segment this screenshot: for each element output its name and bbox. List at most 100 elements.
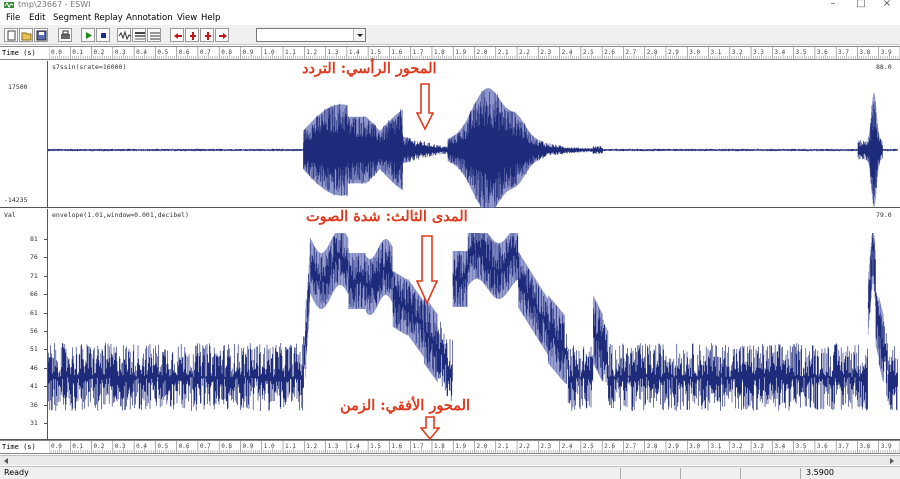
ruler-tick-label: 0.2 — [94, 443, 105, 450]
spectrogram-view-button[interactable] — [132, 28, 146, 42]
ruler-tick-label: 1.0 — [264, 49, 275, 56]
stop-icon — [101, 33, 106, 38]
horizontal-scrollbar[interactable] — [0, 455, 900, 465]
ruler-tick-label: 0.2 — [94, 49, 105, 56]
ruler-tick-label: 3.0 — [689, 49, 700, 56]
ruler-tick-label: 3.3 — [753, 443, 764, 450]
envelope-y-tick-mark — [44, 275, 48, 277]
window-title: tmp\23667 - ESWI — [18, 0, 91, 9]
horizontal-axis-annotation: المحور الأفقي: الزمن — [340, 397, 471, 414]
seek-right-button[interactable] — [215, 28, 229, 42]
ruler-tick-label: 1.6 — [391, 49, 402, 56]
envelope-y-tick: 46 — [30, 363, 38, 372]
time-ruler-top[interactable]: Time (s) 0.0 0.1 0.2 0.3 0.4 0.5 0.6 0.7 0.8 0.9 1… — [0, 46, 900, 60]
mark-start-button[interactable] — [185, 28, 199, 42]
ruler-tick-label: 3.8 — [859, 49, 870, 56]
envelope-y-tick: 36 — [30, 400, 38, 409]
envelope-panel[interactable]: Val 81 76 71 66 61 56 51 46 41 36 31 envelope(1.01… — [0, 208, 900, 440]
ruler-tick-label: 0.1 — [72, 49, 83, 56]
ruler-tick-label: 2.9 — [668, 443, 679, 450]
ruler-tick-label: 1.5 — [370, 49, 381, 56]
open-button[interactable] — [19, 28, 33, 42]
ruler-tick-label: 0.7 — [200, 49, 211, 56]
waveform-header: s7ssin(srate=16000) — [52, 63, 127, 71]
play-button[interactable] — [81, 28, 95, 42]
ruler-tick-label: 1.2 — [306, 49, 317, 56]
app-icon — [4, 2, 14, 8]
envelope-y-tick: 56 — [30, 327, 38, 335]
envelope-y-tick: 31 — [30, 419, 38, 427]
status-time: 3.5900 — [806, 468, 834, 477]
title-bar: tmp\23667 - ESWI – □ × — [0, 0, 900, 11]
ruler-tick-label: 0.6 — [179, 443, 190, 450]
envelope-y-tick: 51 — [30, 345, 38, 354]
menu-replay[interactable]: Replay — [94, 13, 123, 23]
ruler-tick-label: 2.8 — [647, 443, 658, 450]
chevron-down-icon[interactable] — [353, 29, 365, 41]
ruler-tick-label: 1.4 — [349, 443, 360, 450]
ruler-tick-label: 0.0 — [51, 49, 62, 56]
ruler-tick-label: 3.1 — [711, 443, 722, 450]
ruler-tick-label: 1.9 — [455, 49, 466, 56]
ruler-tick-label: 1.5 — [370, 443, 381, 450]
waveform-panel[interactable]: 17500 -14235 s7ssin(srate=16000) 88.0 ال… — [0, 60, 900, 208]
ruler-tick-label: 1.7 — [413, 49, 424, 56]
print-button[interactable] — [58, 28, 72, 42]
print-icon — [61, 30, 70, 39]
ruler-tick-label: 2.4 — [562, 443, 573, 450]
ruler-tick-label: 3.8 — [859, 443, 870, 450]
menu-bar: File Edit Segment Replay Annotation View… — [0, 11, 900, 25]
status-divider — [800, 468, 801, 479]
stop-button[interactable] — [96, 28, 110, 42]
grid-view-button[interactable] — [147, 28, 161, 42]
ruler-tick-label: 2.0 — [477, 49, 488, 56]
scroll-right-icon[interactable] — [888, 457, 896, 465]
menu-edit[interactable]: Edit — [29, 13, 46, 23]
ruler-tick-label: 2.3 — [540, 49, 551, 56]
ruler-tick-label: 3.5 — [796, 49, 807, 56]
selection-combo[interactable] — [256, 28, 366, 42]
ruler-label: Time (s) — [2, 49, 36, 57]
save-icon — [36, 30, 47, 41]
waveform-y-max: 17500 — [8, 83, 28, 91]
ruler-label: Time (s) — [2, 443, 36, 451]
ruler-tick-label: 0.5 — [157, 49, 168, 56]
ruler-tick-label: 2.2 — [519, 443, 530, 450]
ruler-tick-label: 1.1 — [285, 443, 296, 450]
envelope-trace — [48, 233, 898, 411]
scroll-left-icon[interactable] — [2, 457, 10, 465]
ruler-tick-label: 2.5 — [583, 49, 594, 56]
envelope-plot — [48, 233, 898, 411]
menu-help[interactable]: Help — [201, 13, 221, 23]
envelope-y-tick-mark — [44, 331, 48, 332]
menu-segment[interactable]: Segment — [53, 13, 92, 23]
menu-file[interactable]: File — [6, 13, 21, 23]
envelope-y-tick: 41 — [30, 382, 38, 391]
ruler-ticks: 0.0 0.1 0.2 0.3 0.4 0.5 0.6 0.7 0.8 0.9 1.0 1.1 1.2 1… — [49, 47, 900, 60]
ruler-tick-label: 2.8 — [647, 49, 658, 56]
waveform-axis: 17500 -14235 — [0, 61, 48, 207]
seek-left-button[interactable] — [170, 28, 184, 42]
new-file-icon — [7, 30, 16, 41]
ruler-tick-label: 1.4 — [349, 49, 360, 56]
close-button[interactable]: × — [882, 0, 892, 9]
ruler-tick-label: 0.7 — [200, 443, 211, 450]
minimize-button[interactable]: – — [830, 0, 836, 9]
menu-view[interactable]: View — [177, 13, 198, 23]
envelope-y-tick-mark — [44, 367, 48, 369]
ruler-tick-label: 2.7 — [625, 49, 636, 56]
new-file-button[interactable] — [4, 28, 18, 42]
ruler-tick-label: 3.7 — [838, 49, 849, 56]
ruler-tick-label: 2.7 — [625, 443, 636, 450]
save-button[interactable] — [34, 28, 48, 42]
menu-annotation[interactable]: Annotation — [126, 13, 173, 23]
vertical-axis-annotation: المحور الرأسي: التردد — [302, 60, 437, 77]
mark-end-button[interactable] — [200, 28, 214, 42]
waveform-y-min: -14235 — [4, 196, 28, 204]
ruler-tick-label: 2.6 — [604, 443, 615, 450]
time-ruler-bottom[interactable]: Time (s) 0.0 0.1 0.2 0.3 0.4 0.5 0.6 0.7 0.8 0.9 1… — [0, 440, 900, 454]
ruler-tick-label: 2.1 — [498, 443, 509, 450]
ruler-tick-label: 2.5 — [583, 443, 594, 450]
maximize-button[interactable]: □ — [856, 0, 866, 9]
waveform-view-button[interactable] — [117, 28, 132, 42]
